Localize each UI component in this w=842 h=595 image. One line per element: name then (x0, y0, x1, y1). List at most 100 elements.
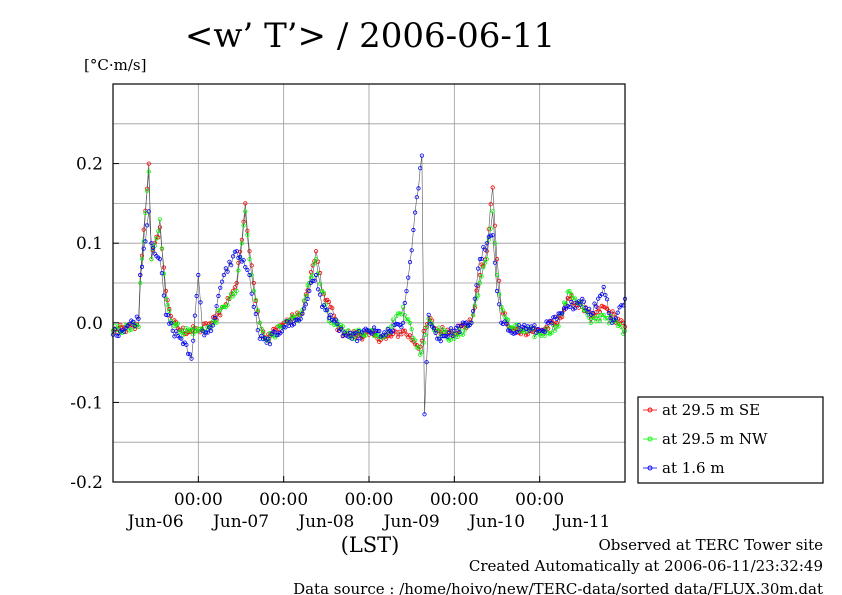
observed-note: Observed at TERC Tower site (598, 536, 823, 554)
data-point (323, 298, 328, 303)
data-point (139, 256, 145, 261)
data-point (163, 312, 168, 317)
data-point (203, 330, 209, 335)
legend-label: at 29.5 m NW (662, 430, 768, 448)
data-point (249, 272, 254, 278)
data-point (482, 260, 488, 265)
data-point (505, 328, 511, 333)
data-point (253, 311, 258, 317)
data-point (231, 254, 236, 259)
data-point (399, 325, 404, 330)
data-point (279, 329, 285, 334)
data-point (234, 280, 239, 286)
data-point (377, 328, 382, 334)
data-point (129, 327, 134, 332)
data-point (315, 287, 321, 292)
data-point (138, 272, 143, 278)
data-point (522, 322, 527, 328)
data-point (179, 336, 184, 341)
data-point (400, 328, 406, 333)
data-point (612, 312, 617, 317)
data-point (406, 275, 411, 280)
data-point (259, 333, 264, 338)
data-point (312, 261, 317, 266)
data-point (585, 310, 590, 315)
data-point (301, 298, 307, 303)
data-point (141, 227, 146, 232)
data-point (576, 299, 581, 304)
data-point (431, 326, 436, 331)
data-point (114, 333, 119, 338)
data-point (214, 304, 219, 309)
data-point (349, 336, 354, 341)
data-point (225, 269, 230, 274)
data-point (599, 292, 604, 297)
data-point (283, 325, 288, 330)
data-point (418, 166, 423, 171)
data-point (544, 326, 549, 331)
data-point (310, 278, 315, 283)
data-point (390, 317, 395, 322)
x-date-label: Jun-09 (382, 512, 440, 532)
data-point (455, 334, 460, 339)
data-point (326, 299, 331, 305)
data-point (534, 330, 539, 335)
data-point (249, 291, 254, 296)
data-point (346, 334, 351, 339)
data-point (241, 223, 246, 228)
data-point (390, 328, 395, 333)
data-point (165, 312, 170, 318)
data-point (549, 321, 554, 326)
y-tick-label: 0.2 (76, 155, 103, 175)
data-point (214, 320, 219, 325)
y-tick-labels: 0.2 0.1 0.0 -0.1 -0.2 (70, 155, 119, 493)
data-point (592, 301, 597, 306)
data-point (404, 317, 409, 322)
data-point (243, 264, 248, 270)
data-point (469, 320, 474, 325)
data-point (422, 412, 427, 417)
data-point (216, 293, 221, 299)
data-point (561, 306, 567, 311)
data-point (151, 245, 156, 250)
data-point (375, 328, 380, 333)
data-point (594, 304, 599, 309)
chart-title: <w’ T’> / 2006-06-11 (185, 16, 555, 56)
data-point (601, 312, 606, 317)
y-tick-label: -0.2 (70, 473, 103, 493)
data-point (412, 210, 418, 215)
data-point (253, 297, 258, 302)
data-point (157, 217, 162, 222)
data-point (525, 332, 530, 337)
data-point (567, 296, 572, 301)
data-point (395, 334, 401, 339)
x-date-label: Jun-06 (126, 512, 184, 532)
data-point (578, 302, 583, 307)
data-point (436, 325, 442, 330)
data-point (141, 246, 146, 251)
data-point (317, 292, 323, 297)
data-point (303, 293, 308, 298)
data-point (146, 169, 151, 174)
data-point (472, 303, 477, 308)
data-point (245, 232, 250, 238)
data-point (303, 302, 308, 307)
data-point (212, 315, 217, 320)
data-point (161, 265, 166, 270)
data-point (245, 267, 250, 273)
data-point (474, 283, 479, 288)
data-point (354, 338, 360, 344)
data-point (218, 307, 223, 312)
data-point (450, 333, 455, 338)
legend-label: at 29.5 m SE (662, 401, 760, 419)
data-point (121, 329, 127, 334)
data-point (610, 309, 615, 314)
data-point (490, 209, 495, 214)
data-point (321, 290, 326, 295)
series-layer (110, 153, 628, 417)
data-point (264, 340, 269, 345)
data-point (426, 312, 431, 317)
data-point (527, 328, 532, 333)
data-point (569, 292, 574, 297)
